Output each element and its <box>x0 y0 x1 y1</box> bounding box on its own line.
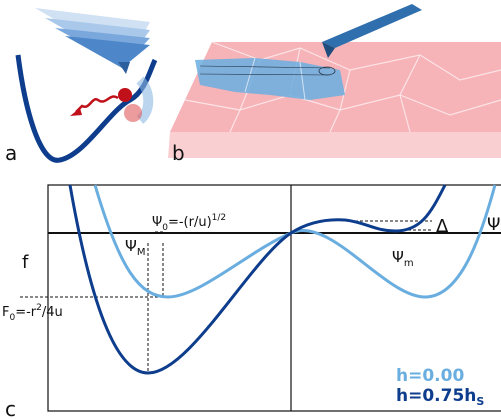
panel-b-art <box>168 4 501 158</box>
figure: a b f Ψ ΨM Ψm Ψ0=-(r/u)1/2 F0=-r2/4u Δ h… <box>0 0 501 419</box>
psi-0-label: Ψ0=-(r/u)1/2 <box>152 213 226 233</box>
panel-label: a <box>5 141 17 165</box>
psi-m-label: Ψm <box>392 248 414 269</box>
curve-h075 <box>70 185 445 373</box>
legend-entry: h=0.00 <box>396 366 464 386</box>
legend-entry: h=0.75hS <box>396 386 484 408</box>
psi-M-label: ΨM <box>125 237 145 258</box>
f-0-label: F0=-r2/4u <box>2 303 63 323</box>
panel-label: b <box>172 141 185 165</box>
y-label: f <box>22 252 29 273</box>
x-label: Ψ <box>487 215 500 235</box>
panel-label: c <box>5 397 16 419</box>
delta-label: Δ <box>436 216 449 237</box>
panel-a-art <box>18 8 155 160</box>
